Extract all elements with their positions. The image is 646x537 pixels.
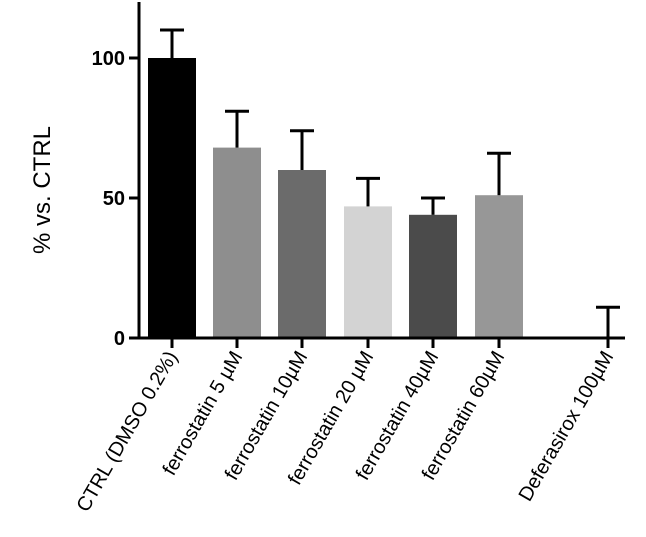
y-tick-label-50: 50 (103, 188, 125, 210)
bar-6 (475, 195, 523, 338)
y-tick-label-0: 0 (114, 328, 125, 350)
bar-1 (148, 58, 196, 338)
bar-4 (344, 206, 392, 338)
x-tick-label-7: Deferasirox 100µM (515, 348, 619, 506)
bar-5 (409, 214, 457, 338)
x-tick-label-1: CTRL (DMSO 0.2%) (73, 348, 183, 516)
bar-2 (213, 147, 261, 338)
bar-3 (278, 170, 326, 338)
y-axis-title: % vs. CTRL (29, 126, 56, 254)
y-tick-label-100: 100 (92, 48, 125, 70)
